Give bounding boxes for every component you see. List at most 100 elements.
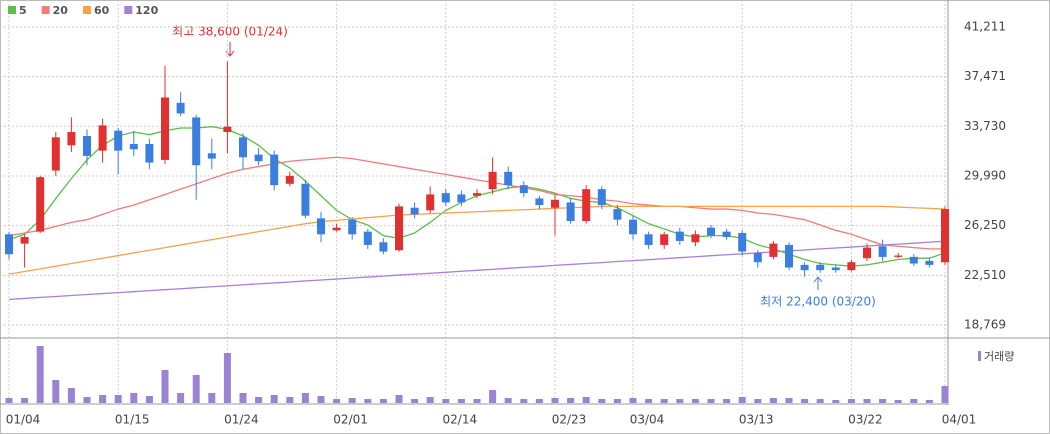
candle-body [301,183,310,216]
legend-label: 5 [19,4,27,17]
candle-body [239,137,247,158]
x-tick-label: 03/22 [848,413,883,427]
volume-bar [192,375,200,403]
volume-bar [645,399,653,403]
candle-body [161,97,169,160]
candle-body [629,219,637,235]
volume-bar [582,397,590,403]
volume-bar [442,399,450,403]
candle-body [332,227,341,231]
volume-bar [145,396,153,403]
volume-bar [691,399,699,403]
volume-bar [333,399,341,403]
volume-bar [473,399,481,403]
candle-body [51,137,60,171]
volume-bar [99,395,107,403]
volume-bar [551,398,559,403]
candle-body [925,260,934,265]
candle-body [223,126,232,133]
volume-bar [223,353,231,403]
volume-bar [504,398,512,403]
low-annotation: 최저 22,400 (03/20) [760,295,876,309]
volume-bar [364,399,372,403]
y-tick-label: 22,510 [964,268,1006,282]
x-tick-label: 04/01 [942,413,977,427]
candle-body [67,132,76,146]
candle-body [441,193,450,203]
candle-body [114,130,123,151]
volume-bar [114,395,122,403]
candle-body [129,143,138,150]
legend-label: 20 [53,4,69,17]
volume-bar [613,399,621,403]
volume-bar [457,399,465,403]
volume-bar [270,395,278,403]
volume-bar [801,399,809,403]
candle-body [941,209,949,263]
candle-body [878,246,887,257]
x-tick-label: 02/14 [443,413,478,427]
high-annotation: 최고 38,600 (01/24) [172,25,288,39]
candle-body [831,267,840,271]
x-tick-label: 01/15 [115,413,150,427]
volume-bar [426,397,434,403]
volume-bar [130,393,138,403]
candle-body [800,264,809,271]
volume-bar [21,398,29,403]
volume-bar [754,399,762,403]
volume-bar [879,399,887,403]
volume-bar [52,380,60,403]
legend-swatch [41,6,50,14]
x-tick-label: 03/13 [739,413,774,427]
candle-body [473,193,481,196]
volume-bar [208,393,216,403]
x-tick-label: 02/23 [552,413,587,427]
x-tick-label: 01/04 [6,413,41,427]
candle-body [83,136,91,156]
volume-bar [239,393,247,403]
x-tick-label: 02/01 [333,413,368,427]
volume-bar [5,398,13,403]
candle-body [20,236,29,244]
candle-body [98,125,107,151]
volume-legend-label: 거래량 [984,350,1014,363]
candle-body [535,198,544,206]
candle-body [519,185,528,194]
volume-bar [707,399,715,403]
candle-body [457,194,466,203]
volume-bar [177,393,185,403]
volume-bar [161,370,169,403]
volume-bar [36,346,44,403]
candle-body [582,189,591,222]
candle-body [785,244,793,268]
candle-body [691,234,700,243]
volume-bar [598,399,606,403]
legend-swatch [82,6,91,14]
candle-body [207,153,216,159]
volume-bar [67,388,75,403]
legend-label: 120 [135,4,158,17]
volume-bar [738,397,746,403]
volume-bar [348,398,356,403]
volume-bar [769,398,777,403]
candle-body [863,247,871,259]
y-tick-label: 26,250 [964,218,1006,232]
candle-body [738,232,747,252]
volume-bar [567,398,575,403]
candle-body [613,209,622,220]
candle-body [348,219,357,235]
candle-body [816,264,825,271]
low-arrow [813,276,823,290]
candle-body [894,255,903,257]
candle-body [660,234,669,245]
volume-bar [847,399,855,403]
candle-body [192,117,201,166]
candle-body [909,256,918,264]
candle-body [363,231,372,245]
candle-body [176,102,185,114]
y-tick-label: 37,471 [964,69,1006,83]
candle-body [675,231,684,241]
x-tick-label: 01/24 [224,413,259,427]
volume-bar [301,393,309,403]
